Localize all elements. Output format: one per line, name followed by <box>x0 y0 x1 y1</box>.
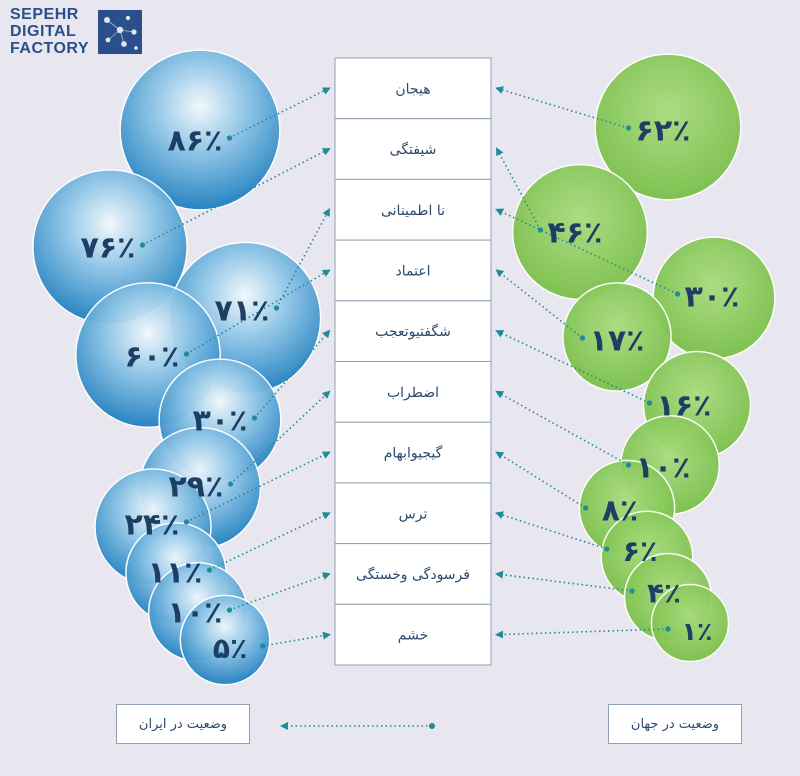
category-label: شگفتیوتعجب <box>375 323 451 340</box>
legend-iran: وضعیت در ایران <box>116 704 250 744</box>
world-connector <box>495 390 629 466</box>
world-connector <box>495 269 583 339</box>
iran-value-label: ۶۰٪ <box>125 340 180 375</box>
iran-value-label: ۲۹٪ <box>169 470 224 505</box>
category-label: ترس <box>399 506 428 522</box>
world-connector-dot <box>583 505 589 511</box>
world-value-label: ۱۰٪ <box>636 451 691 486</box>
world-bubble <box>562 282 672 392</box>
category-box <box>334 300 492 362</box>
brand-logo: SEPEHR DIGITAL FACTORY <box>10 6 142 62</box>
world-connector <box>495 330 650 404</box>
iran-connector <box>262 631 331 647</box>
world-value-label: ۴٪ <box>647 577 681 610</box>
iran-value-label: ۱۰٪ <box>168 596 223 631</box>
world-connector-dot <box>604 546 610 552</box>
iran-value-label: ۷۶٪ <box>81 231 136 266</box>
brand-line: FACTORY <box>10 40 90 57</box>
iran-connector <box>142 148 331 246</box>
world-connector <box>496 147 542 231</box>
category-label: اعتماد <box>395 263 430 279</box>
iran-value-label: ۷۱٪ <box>215 294 270 329</box>
world-connector <box>495 208 678 295</box>
category-box <box>334 239 492 302</box>
category-label: اضطراب <box>387 385 439 401</box>
world-value-label: ۶٪ <box>622 534 657 568</box>
iran-connector <box>186 269 331 355</box>
world-value-label: ۳۰٪ <box>685 280 740 315</box>
world-bubble <box>594 53 742 201</box>
brand-line: SEPEHR <box>10 6 79 23</box>
category-box <box>334 421 492 484</box>
world-value-label: ۱۶٪ <box>657 389 712 424</box>
world-value-label: ۶۲٪ <box>636 114 691 149</box>
category-box <box>334 178 492 241</box>
category-box <box>334 603 492 666</box>
world-bubble <box>650 583 730 663</box>
iran-bubble <box>119 49 281 211</box>
world-value-label: ۱۷٪ <box>590 324 645 359</box>
category-label: گیجیوابهام <box>384 445 443 462</box>
iran-connector <box>275 207 330 309</box>
legend-world: وضعیت در جهان <box>608 704 742 744</box>
world-connector <box>495 451 587 509</box>
iran-bubble <box>179 594 271 686</box>
brand-name: SEPEHR DIGITAL FACTORY <box>10 6 89 57</box>
network-logo-icon <box>98 10 142 54</box>
world-value-label: ۸٪ <box>602 493 638 528</box>
world-value-label: ۴۶٪ <box>548 216 603 251</box>
category-label: نا اطمینانی <box>381 203 445 219</box>
category-label: خشم <box>398 628 428 644</box>
legend-iran-label: وضعیت در ایران <box>138 716 228 732</box>
world-connector <box>495 570 633 592</box>
iran-value-label: ۵٪ <box>213 632 248 665</box>
brand-line: DIGITAL <box>10 23 77 40</box>
world-value-label: ۱٪ <box>682 617 713 646</box>
iran-connector <box>229 87 331 139</box>
world-connector <box>495 628 668 639</box>
category-label: فرسودگی وخستگی <box>356 566 470 583</box>
category-label: هیجان <box>395 81 430 97</box>
world-connector <box>495 86 629 129</box>
world-connector <box>495 511 608 550</box>
category-box <box>334 57 492 120</box>
category-label: شیفتگی <box>390 141 437 158</box>
iran-value-label: ۸۶٪ <box>168 124 223 159</box>
legend-world-label: وضعیت در جهان <box>630 716 720 732</box>
category-box <box>334 118 492 180</box>
iran-value-label: ۱۱٪ <box>148 556 203 591</box>
iran-value-label: ۳۰٪ <box>193 404 248 439</box>
category-box <box>334 482 492 545</box>
iran-connector <box>253 329 331 419</box>
iran-value-label: ۲۴٪ <box>125 508 180 543</box>
